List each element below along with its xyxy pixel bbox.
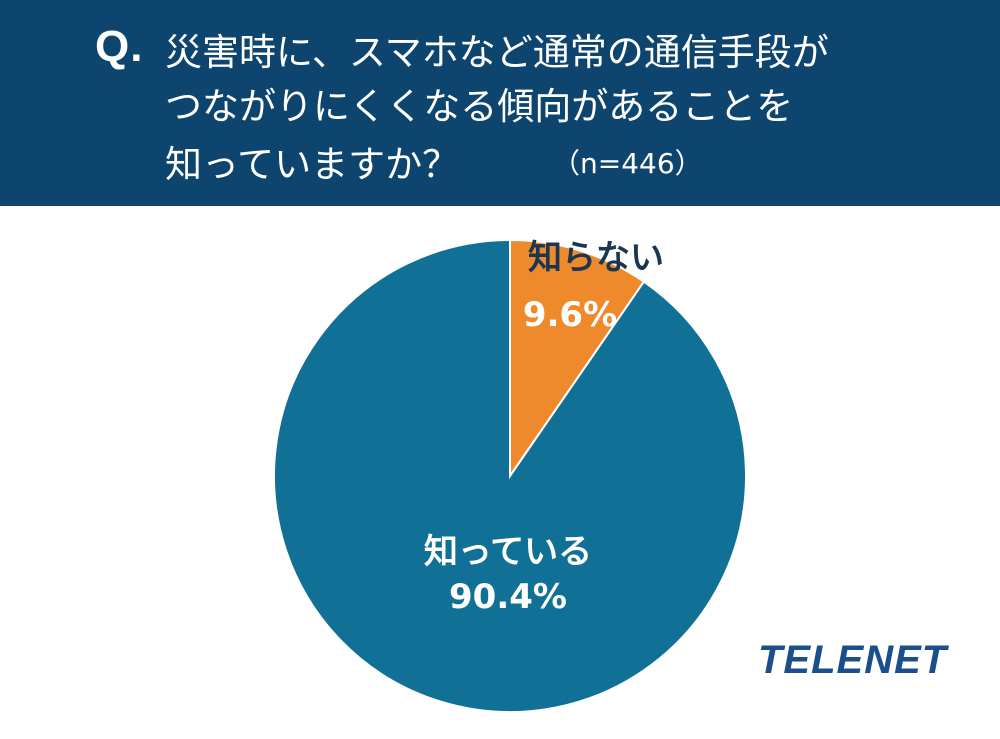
pie-slice-know: [273, 238, 747, 713]
slice-value-know: 90.4%: [449, 577, 567, 617]
telenet-logo: TELENET: [758, 638, 948, 682]
question-text-line-2: つながりにくくなる傾向があることを: [165, 85, 794, 128]
pie-slice-dont-know: [509, 238, 646, 480]
question-text-line-3: 知っていますか？: [165, 143, 460, 186]
slice-value-dont-know: 9.6%: [522, 295, 618, 335]
question-marker: Q.: [95, 22, 144, 71]
question-text-line-1: 災害時に、スマホなど通常の通信手段が: [165, 31, 829, 74]
slice-label-know: 知っている: [423, 532, 593, 572]
slice-label-dont-know: 知らない: [528, 238, 664, 278]
sample-size: （n=446）: [552, 147, 703, 180]
question-header: Q. 災害時に、スマホなど通常の通信手段が つながりにくくなる傾向があることを …: [0, 0, 1000, 206]
